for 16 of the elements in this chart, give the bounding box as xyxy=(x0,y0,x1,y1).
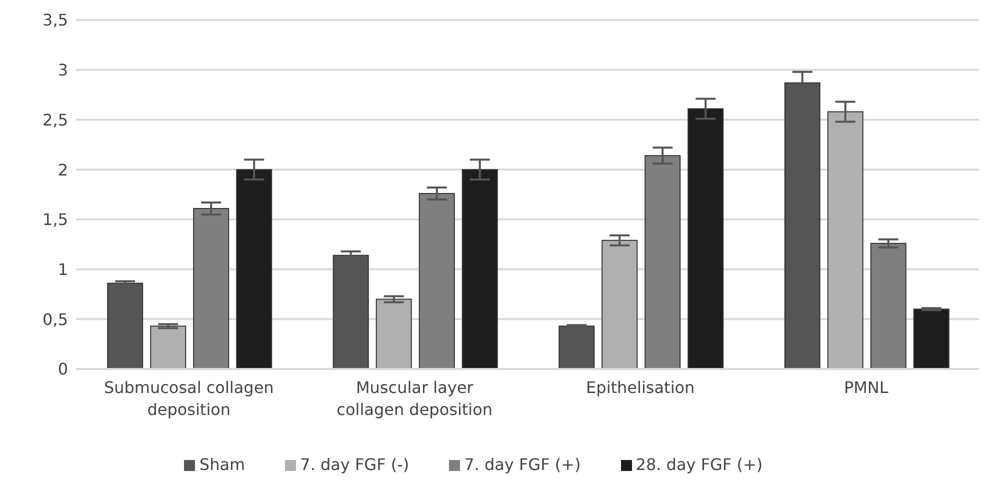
y-tick-label: 2,5 xyxy=(42,110,68,130)
y-tick-label: 2 xyxy=(58,160,68,180)
legend-label: 7. day FGF (+) xyxy=(464,455,581,474)
y-tick-label: 1,5 xyxy=(42,210,68,230)
legend-label: Sham xyxy=(199,455,246,474)
y-tick-label: 0,5 xyxy=(42,310,68,329)
y-tick-label: 3 xyxy=(58,60,68,80)
x-tick-label: Submucosal collagen deposition xyxy=(104,378,274,419)
y-tick-label: 3,5 xyxy=(42,10,68,30)
x-tick-label: Muscular layer collagen deposition xyxy=(336,378,493,419)
x-tick-label: Epithelisation xyxy=(586,378,695,397)
x-tick-label: PMNL xyxy=(844,378,888,397)
y-tick-label: 0 xyxy=(58,360,68,379)
legend-label: 28. day FGF (+) xyxy=(636,455,763,474)
y-tick-label: 1 xyxy=(58,260,68,279)
legend-label: 7. day FGF (-) xyxy=(300,455,410,474)
